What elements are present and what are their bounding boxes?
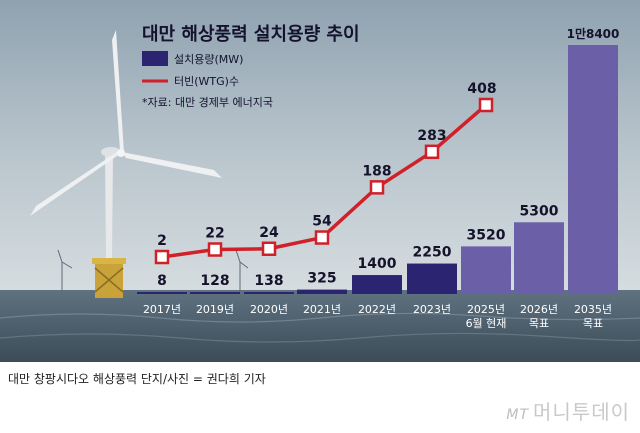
line-point-3 [314,230,330,245]
line-point-6 [478,97,494,113]
line-point-1 [207,242,223,257]
legend-label-line: 터빈(WTG)수 [174,75,239,88]
sea [0,290,640,362]
chart-title: 대만 해상풍력 설치용량 추이 [142,24,360,45]
line-value-label-2: 24 [259,225,279,241]
legend-swatch-bar [142,51,168,66]
logo-name: 머니투데이 [533,400,630,424]
bar-1 [190,292,240,294]
bar-6 [461,246,511,294]
bar-value-label-3: 325 [307,271,336,287]
x-tick-label-5-0: 2023년 [413,303,451,316]
line-value-label-4: 188 [362,163,391,179]
line-value-label-1: 22 [205,226,224,242]
x-tick-label-2-0: 2020년 [250,303,288,316]
distant-turbine-icon [57,249,249,292]
bar-8 [568,45,618,294]
bar-value-label-8: 1만8400 [567,26,620,41]
publisher-logo: MT 머니투데이 [506,396,630,425]
bar-value-label-5: 2250 [413,245,452,261]
bar-value-label-7: 5300 [520,203,559,219]
bar-3 [297,289,347,294]
line-value-label-5: 283 [417,128,446,144]
x-tick-label-8-1: 목표 [583,317,603,330]
x-tick-label-0-0: 2017년 [143,303,181,316]
line-point-2 [261,241,277,257]
x-tick-label-7-0: 2026년 [520,303,558,316]
line-value-label-0: 2 [157,233,167,249]
x-tick-label-7-1: 목표 [529,317,549,330]
bar-value-label-6: 3520 [467,227,506,243]
logo-mt: MT [506,407,529,423]
bar-5 [407,263,457,294]
chart-photo-background: 대만 해상풍력 설치용량 추이 설치용량(MW) 터빈(WTG)수 *자료: 대… [0,0,640,362]
bar-7 [514,222,564,294]
line-point-0 [154,249,170,265]
bar-4 [352,275,402,294]
bar-2 [244,292,294,294]
source-note: *자료: 대만 경제부 에너지국 [142,96,273,109]
photo-caption: 대만 창팡시다오 해상풍력 단지/사진 = 권다희 기자 [8,372,266,386]
wind-turbine-icon [30,30,222,298]
line-value-label-3: 54 [312,214,332,230]
x-tick-label-3-0: 2021년 [303,303,341,316]
x-tick-label-4-0: 2022년 [358,303,396,316]
bar-value-label-0: 8 [157,273,167,289]
bar-value-label-2: 138 [254,273,283,289]
line-point-5 [424,144,440,160]
x-tick-label-6-0: 2025년 [467,303,505,316]
bar-0 [137,292,187,294]
legend-label-bar: 설치용량(MW) [174,53,243,66]
bar-value-label-4: 1400 [358,256,397,272]
line-value-label-6: 408 [467,81,496,97]
x-tick-label-1-0: 2019년 [196,303,234,316]
bar-series: 8 128 138 325 1400 2250 3520 5300 1만8400 [137,26,619,294]
x-tick-label-8-0: 2035년 [574,303,612,316]
bar-value-label-1: 128 [200,273,229,289]
x-tick-label-6-1: 6월 현재 [466,317,507,330]
line-point-4 [369,180,385,195]
